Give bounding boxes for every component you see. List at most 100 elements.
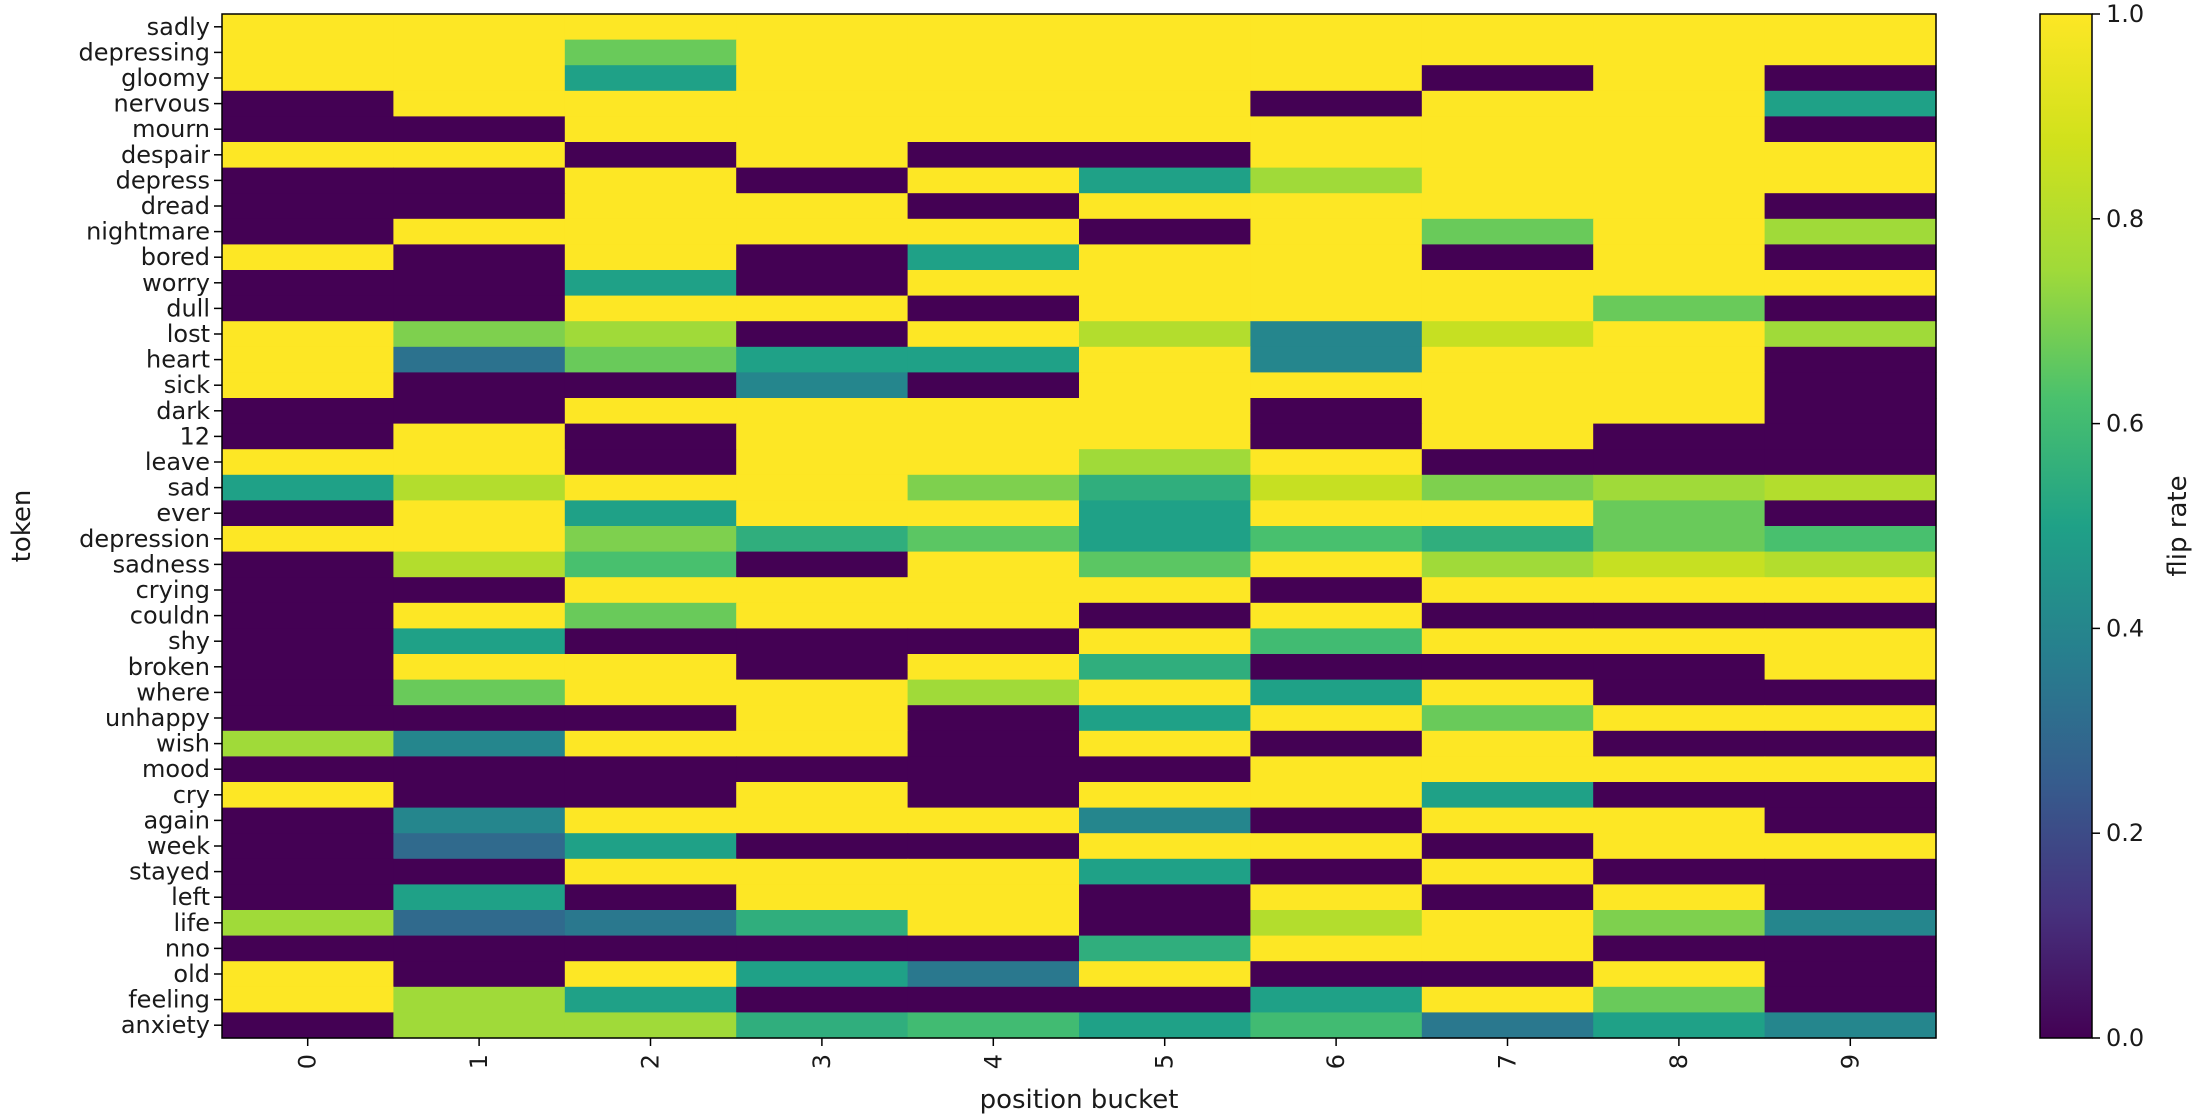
heatmap-cell xyxy=(736,295,909,322)
heatmap-cell xyxy=(1079,398,1251,425)
heatmap-cell xyxy=(1593,244,1766,271)
heatmap-cell xyxy=(736,244,909,271)
y-tick-label: unhappy xyxy=(105,704,210,732)
y-tick-label: sadly xyxy=(147,13,210,41)
heatmap-cell xyxy=(564,270,737,297)
heatmap-cell xyxy=(907,935,1080,962)
heatmap-cell xyxy=(907,628,1080,655)
heatmap-cell xyxy=(1593,295,1766,322)
y-tick-label: 12 xyxy=(179,422,210,450)
heatmap-cell xyxy=(564,705,737,732)
y-tick-label: sad xyxy=(168,474,210,502)
heatmap-cell xyxy=(907,756,1080,783)
heatmap-cell xyxy=(1250,398,1423,425)
heatmap-cell xyxy=(393,39,566,66)
heatmap-cell xyxy=(393,935,566,962)
heatmap-cell xyxy=(393,500,566,527)
heatmap-cell xyxy=(1764,858,1937,885)
heatmap-cell xyxy=(222,730,394,757)
heatmap-cell xyxy=(907,244,1080,271)
heatmap-cell xyxy=(393,474,566,501)
heatmap-cell xyxy=(1421,295,1594,322)
heatmap-cell xyxy=(1079,372,1251,399)
heatmap-cell xyxy=(564,193,737,220)
colorbar xyxy=(2039,13,2093,1039)
heatmap-cell xyxy=(564,961,737,988)
heatmap-cell xyxy=(1250,423,1423,450)
heatmap-cell xyxy=(1421,14,1594,41)
heatmap-cell xyxy=(393,1012,566,1039)
heatmap-cell xyxy=(1593,14,1766,41)
heatmap-cell xyxy=(907,679,1080,706)
heatmap-cell xyxy=(1593,807,1766,834)
heatmap-cell xyxy=(1079,654,1251,681)
heatmap-cell xyxy=(564,551,737,578)
heatmap-cell xyxy=(564,167,737,194)
heatmap-cell xyxy=(1079,449,1251,476)
heatmap-cell xyxy=(1421,270,1594,297)
heatmap-cell xyxy=(393,756,566,783)
y-tick-label: mood xyxy=(142,755,210,783)
heatmap-cell xyxy=(222,986,394,1013)
heatmap-cell xyxy=(222,372,394,399)
heatmap-cell xyxy=(736,398,909,425)
heatmap-cell xyxy=(1764,782,1937,809)
x-tick-label: 8 xyxy=(1665,1054,1693,1069)
y-tick-label: bored xyxy=(141,243,210,271)
heatmap-cell xyxy=(393,807,566,834)
heatmap-cell xyxy=(393,346,566,373)
heatmap-cell xyxy=(1593,756,1766,783)
heatmap-cell xyxy=(907,910,1080,937)
heatmap-cell xyxy=(222,500,394,527)
heatmap-cell xyxy=(1079,321,1251,348)
heatmap-cell xyxy=(736,90,909,117)
heatmap-cell xyxy=(736,372,909,399)
heatmap-cell xyxy=(1764,193,1937,220)
heatmap-cell xyxy=(564,628,737,655)
y-tick-label: again xyxy=(143,806,210,834)
colorbar-ticks: 0.0 0.2 0.4 0.6 0.8 1.0 xyxy=(2092,0,2144,1052)
heatmap-cell xyxy=(1593,602,1766,629)
heatmap-cell xyxy=(1593,858,1766,885)
y-tick-label: worry xyxy=(142,269,210,297)
heatmap-cell xyxy=(564,730,737,757)
heatmap-cell xyxy=(564,679,737,706)
heatmap-cell xyxy=(393,193,566,220)
heatmap-cell xyxy=(1593,577,1766,604)
heatmap-cell xyxy=(1764,423,1937,450)
heatmap-cell xyxy=(393,858,566,885)
heatmap-cell xyxy=(1250,1012,1423,1039)
heatmap-cell xyxy=(1250,961,1423,988)
heatmap-cell xyxy=(1250,474,1423,501)
heatmap-cell xyxy=(222,193,394,220)
heatmap-cell xyxy=(393,782,566,809)
y-tick-label: old xyxy=(173,960,210,988)
heatmap-cell xyxy=(393,398,566,425)
heatmap-cell xyxy=(1764,295,1937,322)
heatmap-cell xyxy=(222,654,394,681)
heatmap-cell xyxy=(1250,372,1423,399)
heatmap-cell xyxy=(907,116,1080,143)
heatmap-cell xyxy=(1764,756,1937,783)
heatmap-cell xyxy=(736,910,909,937)
heatmap-cell xyxy=(222,833,394,860)
heatmap-cell xyxy=(736,654,909,681)
heatmap-cell xyxy=(1593,654,1766,681)
heatmap-cell xyxy=(1593,65,1766,92)
heatmap-cell xyxy=(1593,321,1766,348)
colorbar-tick-label: 0.2 xyxy=(2106,819,2144,847)
x-axis-label: position bucket xyxy=(980,1085,1179,1115)
y-tick-label: dull xyxy=(166,294,210,322)
heatmap-cell xyxy=(736,679,909,706)
heatmap-cell xyxy=(1764,500,1937,527)
y-tick-label: despair xyxy=(121,141,210,169)
heatmap-cell xyxy=(222,167,394,194)
heatmap-cell xyxy=(907,602,1080,629)
heatmap-cell xyxy=(222,295,394,322)
heatmap-cell xyxy=(736,167,909,194)
heatmap-cell xyxy=(564,1012,737,1039)
plot-frame xyxy=(221,13,1937,1039)
heatmap-cell xyxy=(1079,705,1251,732)
heatmap-cell xyxy=(393,628,566,655)
heatmap-cell xyxy=(907,705,1080,732)
